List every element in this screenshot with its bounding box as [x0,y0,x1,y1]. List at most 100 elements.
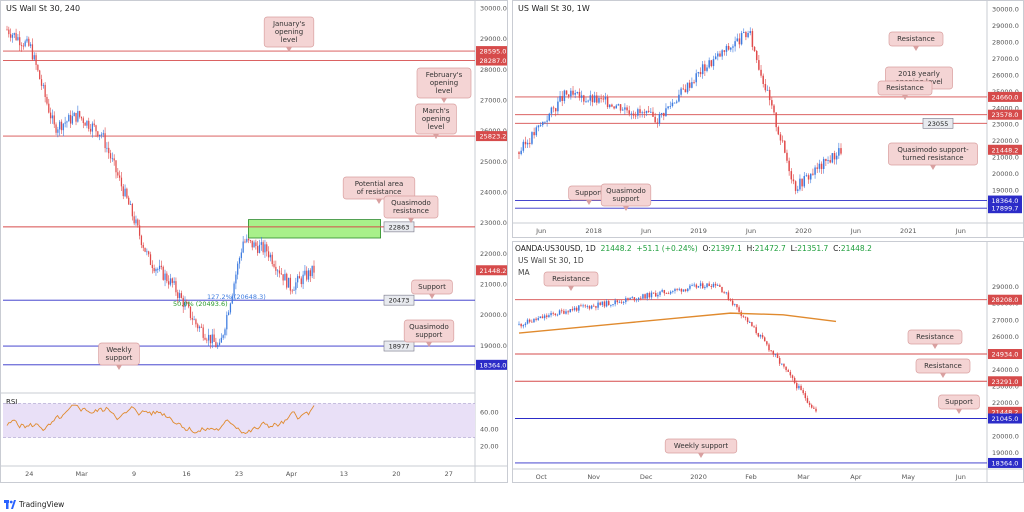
price-tag [988,203,1022,214]
candle-body [840,148,842,154]
candle-body [40,79,43,86]
candle-body [576,92,579,94]
y-tick-label: 29000.0 [992,22,1019,30]
x-tick-label: 2021 [900,227,917,235]
candle-body [673,102,676,104]
candle-body [126,188,128,198]
candle-body [584,305,586,307]
annotation-pointer [932,344,938,349]
candle-body [643,112,646,114]
price-tag-label: 23578.0 [992,111,1019,119]
chart-weekly-svg[interactable]: 30000.0 29000.0 28000.0 27000.0 26000.0 25000… [513,1,1024,238]
candle-body [253,242,255,248]
candle-body [772,350,775,355]
candle-body [789,371,792,376]
candle-body [186,302,188,304]
candle-body [663,290,666,294]
candle-body [49,112,52,119]
candle-body [669,291,672,294]
candle-body [648,293,651,298]
candle-body [613,106,615,109]
candle-body [64,122,66,124]
candle-body [835,155,838,160]
x-tick-label: Jun [955,473,966,481]
candle-body [46,96,48,104]
candle-body [710,286,713,287]
candle-body [518,152,520,155]
candle-body [31,44,34,60]
candle-body [616,300,619,303]
candle-body [20,45,23,46]
chart-daily-svg[interactable]: 29000.028000.027000.026000.025000.024000… [513,242,1024,483]
annotation-label: Support [575,189,603,197]
price-tag-label: 23055 [928,120,949,128]
y-tick-label: 23000.0 [480,219,507,227]
candle-body [775,112,777,128]
x-tick-label: Jun [955,227,966,235]
candle-body [552,312,554,314]
chart-240-svg[interactable]: 30000.029000.028000.027000.026000.025000… [1,1,508,483]
candle-body [589,95,592,101]
annotation-label: Resistance [552,275,590,283]
candle-body [257,246,259,253]
candle-body [680,88,682,95]
candle-body [554,108,557,112]
candle-body [790,171,793,180]
candle-body [628,110,630,114]
y-tick-label: 22000.0 [480,250,507,258]
candle-body [544,121,546,123]
candle-body [615,105,617,109]
annotation-label: Weekly [106,346,131,354]
chart-panel-weekly: US Wall St 30, 1W 30000.0 29000.0 28000.0 2… [512,0,1024,238]
candle-body [672,291,674,292]
candle-body [558,310,561,315]
price-tag-label: 21045.0 [992,415,1019,423]
candle-body [645,110,648,114]
x-tick-label: 23 [235,470,243,478]
candle-body [580,305,582,307]
price-change: +51.1 (+0.24%) [636,244,698,253]
candle-body [246,238,248,242]
candle-body [831,153,834,163]
candle-body [95,125,97,132]
symbol-label: OANDA:US30USD, 1D [515,244,596,253]
candle-body [717,53,719,57]
candle-body [75,112,77,122]
candle-body [166,273,168,282]
y-tick-label: 24000.0 [992,104,1019,112]
y-tick-label: 22000.0 [992,399,1019,407]
candle-body [146,251,148,253]
annotation-label: Quasimodo [409,323,449,331]
candle-body [689,285,691,289]
candle-body [117,172,119,176]
candle-body [801,178,803,187]
candle-body [6,29,8,31]
y-tick-label: 19000.0 [992,449,1019,457]
annotation-label: Resistance [886,84,924,92]
y-tick-label: 20000.0 [480,311,507,319]
candle-body [129,204,132,205]
candle-body [808,402,811,405]
candle-body [518,323,520,325]
candle-body [583,95,585,102]
candle-body [611,104,613,107]
x-tick-label: Dec [640,473,653,481]
candle-body [138,225,141,236]
candle-body [291,290,293,292]
candle-body [798,385,800,389]
tradingview-branding[interactable]: TradingView [4,500,64,509]
candle-body [287,277,290,288]
candle-body [526,142,529,145]
y-tick-label: 19000.0 [992,187,1019,195]
candle-body [753,326,755,328]
candle-body [539,125,542,126]
annotation-label: support [106,354,133,362]
y-tick-label: 28000.0 [992,38,1019,46]
price-tag [922,118,954,129]
candle-body [787,370,789,372]
candle-body [128,197,130,205]
candle-body [133,216,135,224]
price-tag-label: 28595.0 [480,48,507,56]
candle-body [552,107,555,109]
candle-body [731,300,734,305]
